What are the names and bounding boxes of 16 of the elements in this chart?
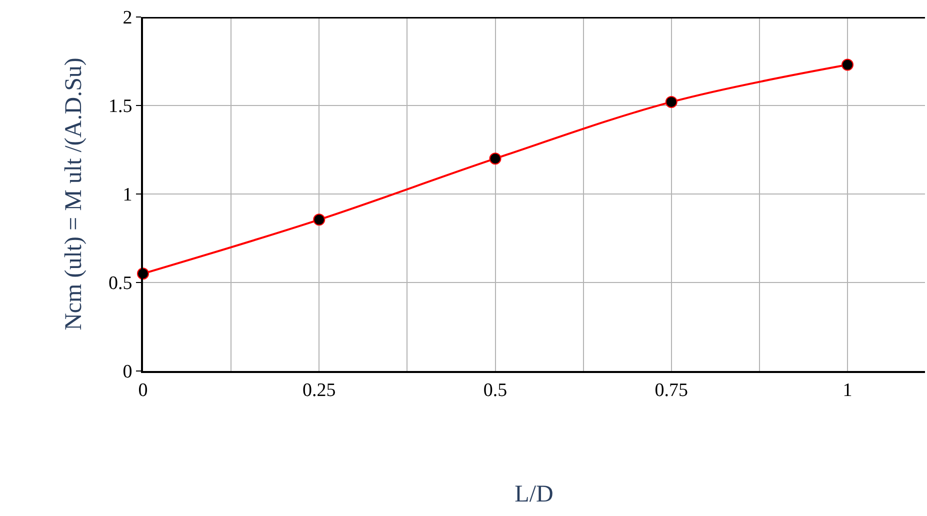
x-tick-label: 0 (138, 380, 148, 401)
point (665, 96, 678, 108)
y-tick-label: 0.5 (108, 273, 132, 294)
y-tick-label: 0 (122, 362, 132, 383)
x-tick-label: 0.5 (483, 380, 508, 401)
y-tick-label: 2 (122, 8, 132, 29)
x-tick-label: 0.25 (302, 380, 336, 401)
point (313, 214, 326, 226)
y-axis-title: Ncm (ult) = M ult /(A.D.Su) (61, 58, 88, 330)
point (489, 152, 502, 165)
point (842, 58, 854, 71)
x-axis-title: L/D (514, 482, 554, 508)
x-tick-label: 1 (842, 380, 852, 401)
x-tick-label: 0.75 (654, 380, 688, 401)
y-tick-label: 1.5 (108, 96, 132, 118)
y-tick-label: 1 (122, 184, 132, 206)
